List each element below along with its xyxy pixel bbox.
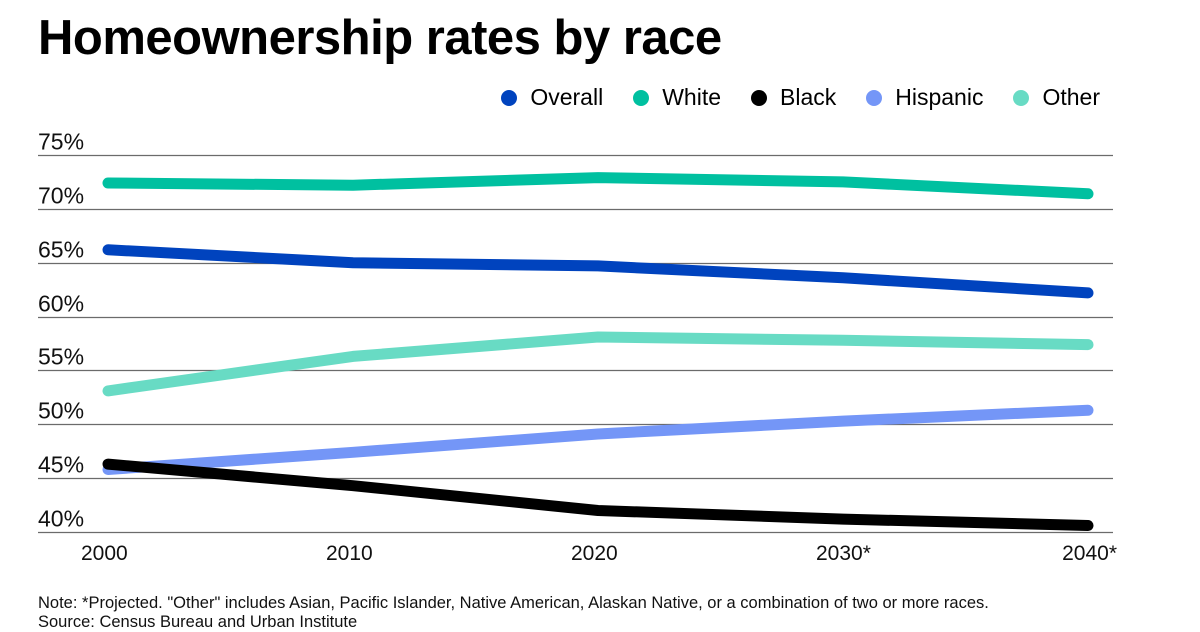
- chart-title: Homeownership rates by race: [38, 11, 722, 65]
- legend-label: White: [662, 84, 721, 110]
- legend: Overall White Black Hispanic Other: [471, 84, 1100, 111]
- legend-item-other: Other: [1013, 84, 1100, 111]
- y-tick-label: 75%: [38, 129, 84, 155]
- x-axis-labels: 2000 2010 2020 2030* 2040*: [81, 542, 1117, 565]
- legend-label: Hispanic: [895, 84, 984, 110]
- series-lines: [102, 172, 1094, 531]
- legend-label: Black: [780, 84, 837, 110]
- legend-label: Overall: [530, 84, 604, 110]
- legend-item-overall: Overall: [501, 84, 603, 111]
- x-tick-label: 2020: [571, 542, 618, 565]
- legend-item-hispanic: Hispanic: [866, 84, 983, 111]
- legend-item-white: White: [633, 84, 721, 111]
- x-tick-label: 2030*: [816, 542, 871, 565]
- series-line-other: [102, 331, 1094, 397]
- source-text: Source: Census Bureau and Urban Institut…: [38, 613, 358, 631]
- series-line-overall: [102, 244, 1094, 299]
- line-chart: 75% 70% 65% 60% 55% 50% 45% 40% 2000 2010 2020 203…: [38, 129, 1117, 565]
- legend-dot-icon: [1013, 89, 1030, 106]
- y-tick-label: 65%: [38, 237, 84, 263]
- y-tick-label: 55%: [38, 344, 84, 370]
- y-tick-label: 70%: [38, 183, 84, 209]
- y-tick-label: 45%: [38, 452, 84, 478]
- x-tick-label: 2010: [326, 542, 373, 565]
- y-tick-label: 60%: [38, 291, 84, 317]
- legend-dot-icon: [751, 89, 767, 106]
- legend-dot-icon: [866, 89, 883, 106]
- legend-dot-icon: [633, 89, 650, 106]
- series-line-black: [102, 458, 1094, 531]
- legend-dot-icon: [501, 89, 518, 106]
- y-tick-label: 50%: [38, 398, 84, 424]
- chart-footnote: Note: *Projected. "Other" includes Asian…: [38, 594, 989, 632]
- legend-label: Other: [1042, 84, 1100, 110]
- series-line-white: [102, 172, 1094, 200]
- y-axis-labels: 75% 70% 65% 60% 55% 50% 45% 40%: [38, 129, 84, 532]
- series-line-hispanic: [102, 404, 1094, 475]
- y-tick-label: 40%: [38, 506, 84, 532]
- note-text: Note: *Projected. "Other" includes Asian…: [38, 594, 989, 612]
- legend-item-black: Black: [751, 84, 836, 111]
- x-tick-label: 2000: [81, 542, 128, 565]
- x-tick-label: 2040*: [1062, 542, 1117, 565]
